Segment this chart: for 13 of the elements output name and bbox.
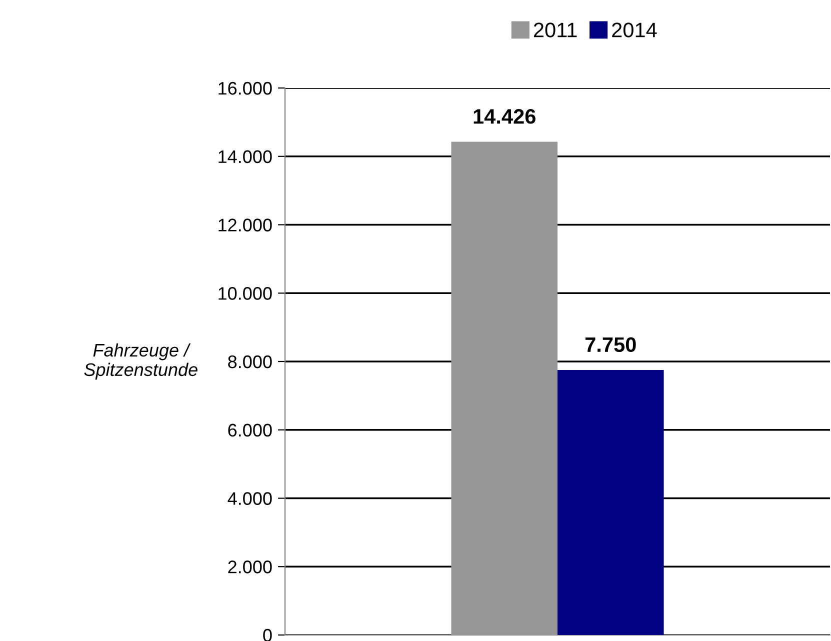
y-tick-label: 14.000 xyxy=(218,150,272,164)
legend-label: 2011 xyxy=(534,22,577,38)
y-axis-title: Fahrzeuge / Spitzenstunde xyxy=(84,343,198,380)
legend-label: 2014 xyxy=(612,22,657,38)
y-tick-label: 4.000 xyxy=(228,492,272,505)
data-label: 14.426 xyxy=(474,109,536,124)
y-tick-label: 12.000 xyxy=(218,218,272,232)
y-tick-label: 8.000 xyxy=(228,355,272,368)
y-tick-label: 6.000 xyxy=(228,424,272,437)
data-label: 7.750 xyxy=(585,337,636,352)
y-tick-label: 16.000 xyxy=(218,82,272,95)
y-tick-label: 2.000 xyxy=(228,560,272,574)
y-tick-label: 10.000 xyxy=(218,287,272,300)
